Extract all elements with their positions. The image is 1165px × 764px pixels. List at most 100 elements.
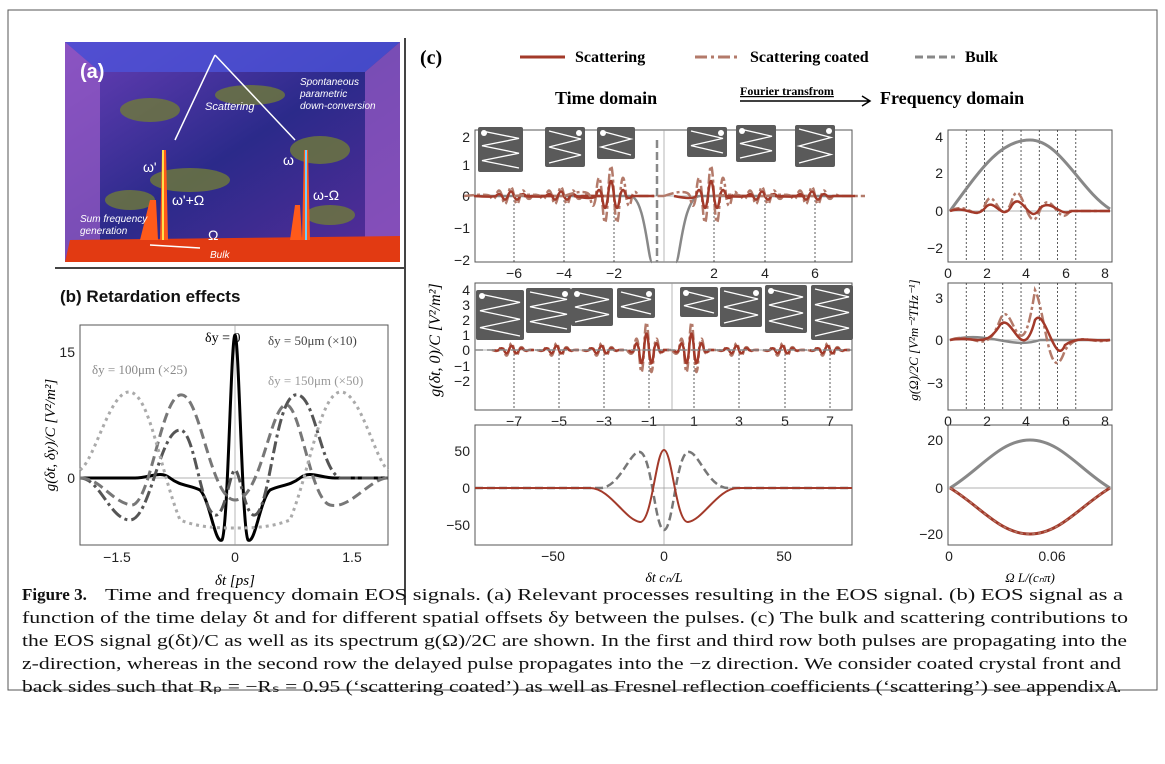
x-tick-label: −1.5 xyxy=(103,549,131,565)
caption-end: . xyxy=(1117,677,1121,696)
inset-dot xyxy=(718,130,724,136)
x-tick-label: 50 xyxy=(776,548,792,564)
y-tick-label: 2 xyxy=(462,129,470,145)
y-tick-label: 3 xyxy=(462,297,470,313)
caption-line: z-direction, whereas in the second row t… xyxy=(22,654,1122,673)
inset-dot xyxy=(844,288,850,294)
label: Scattering xyxy=(205,101,255,113)
annotation: δy = 0 xyxy=(205,331,241,346)
annotation: δy = 50μm (×10) xyxy=(268,333,357,348)
inset-dot xyxy=(600,130,606,136)
y-tick-label: −3 xyxy=(927,375,943,391)
caption-line: the EOS signal g(δt)/C as well as its sp… xyxy=(22,631,1127,650)
x-tick-label: 2 xyxy=(983,413,991,429)
curve xyxy=(950,140,1110,211)
inset-dot xyxy=(562,291,568,297)
caption-label: Figure 3. xyxy=(22,585,87,604)
x-tick-label: −1 xyxy=(641,413,657,429)
y-tick-label: 4 xyxy=(935,129,943,145)
y-tick-label: 0 xyxy=(462,480,470,496)
y-tick-label: −2 xyxy=(927,240,943,256)
x-tick-label: 4 xyxy=(1022,413,1030,429)
plot-frame xyxy=(475,425,852,545)
x-tick-label: 0 xyxy=(944,265,952,281)
label: Ω xyxy=(208,227,218,243)
x-tick-label: 0.06 xyxy=(1038,548,1065,564)
x-tick-label: 6 xyxy=(1062,413,1070,429)
panel-b: (b) Retardation effects −1.5 0 1.5 15 0 … xyxy=(43,287,388,589)
annotation: δy = 150μm (×50) xyxy=(268,373,363,388)
panel-title: (b) Retardation effects xyxy=(60,287,240,306)
y-label: g(Ω)/2C [V²m⁻²THz⁻¹] xyxy=(906,279,921,400)
y-tick-label: 50 xyxy=(454,443,470,459)
inset-dot xyxy=(479,293,485,299)
x-tick-label: 0 xyxy=(231,549,239,565)
x-tick-label: 3 xyxy=(735,413,743,429)
y-tick-label: 1 xyxy=(462,327,470,343)
y-tick-label: −20 xyxy=(919,526,943,542)
plot-frame xyxy=(948,425,1112,545)
plot-frame xyxy=(948,130,1112,262)
caption-line: Time and frequency domain EOS signals. (… xyxy=(105,585,1124,604)
y-tick-label: 0 xyxy=(462,342,470,358)
y-label: g(δt, δy)/C [V²/m²] xyxy=(43,379,59,492)
x-label: Ω L/(cₙπ) xyxy=(1005,570,1055,585)
x-tick-label: −6 xyxy=(506,265,522,281)
label: ω-Ω xyxy=(313,187,339,203)
x-tick-label: 8 xyxy=(1101,265,1109,281)
x-tick-label: 0 xyxy=(945,548,953,564)
inset-dot xyxy=(646,291,652,297)
arrow-label: Fourier transfrom xyxy=(740,84,834,98)
annotation: δy = 100μm (×25) xyxy=(92,362,187,377)
x-tick-label: 2 xyxy=(983,265,991,281)
x-tick-label: 4 xyxy=(1022,265,1030,281)
x-tick-label: −2 xyxy=(606,265,622,281)
curve xyxy=(475,450,852,522)
label: ω' xyxy=(143,159,157,175)
x-tick-label: −50 xyxy=(541,548,565,564)
curve xyxy=(950,290,1110,363)
inset-dot xyxy=(753,290,759,296)
panel-a: (a) Scattering Spontaneous parametric do… xyxy=(65,42,400,262)
caption-line: back sides such that Rₚ = −Rₛ = 0.95 (‘s… xyxy=(22,677,1106,696)
x-tick-label: 2 xyxy=(710,265,718,281)
inset-dot xyxy=(768,288,774,294)
y-tick-label: −1 xyxy=(454,358,470,374)
heading: Time domain xyxy=(555,88,657,108)
y-tick-label: 3 xyxy=(935,290,943,306)
y-tick-label: 15 xyxy=(59,344,75,360)
x-tick-label: 1 xyxy=(690,413,698,429)
y-tick-label: 0 xyxy=(935,480,943,496)
curve xyxy=(950,201,1110,214)
legend-label: Bulk xyxy=(965,49,998,66)
y-tick-label: 0 xyxy=(935,203,943,219)
inset-dot xyxy=(576,130,582,136)
heading: Frequency domain xyxy=(880,88,1024,108)
y-tick-label: 4 xyxy=(462,282,470,298)
curve xyxy=(950,193,1110,220)
panel-label: (c) xyxy=(420,47,442,69)
y-tick-label: 2 xyxy=(935,165,943,181)
y-tick-label: −2 xyxy=(454,373,470,389)
panel-label: (a) xyxy=(80,61,104,83)
y-tick-label: −2 xyxy=(454,252,470,268)
legend-label: Scattering xyxy=(575,49,645,66)
y-tick-label: 2 xyxy=(462,312,470,328)
x-tick-label: 6 xyxy=(1062,265,1070,281)
x-tick-label: −7 xyxy=(506,413,522,429)
label: Sum frequency xyxy=(80,214,148,225)
x-tick-label: 4 xyxy=(761,265,769,281)
curve xyxy=(950,440,1110,488)
plot-frame xyxy=(948,283,1112,410)
y-tick-label: −50 xyxy=(446,517,470,533)
y-tick-label: 0 xyxy=(67,470,75,486)
x-tick-label: 6 xyxy=(811,265,819,281)
x-tick-label: −3 xyxy=(596,413,612,429)
caption: Figure 3. Time and frequency domain EOS … xyxy=(22,585,1128,696)
x-tick-label: 0 xyxy=(660,548,668,564)
legend-label: Scattering coated xyxy=(750,49,869,66)
curve xyxy=(674,181,754,208)
caption-line: function of the time delay δt and for di… xyxy=(22,608,1128,627)
y-label: g(δt, 0)/C [V²/m²] xyxy=(427,283,444,396)
y-tick-label: 1 xyxy=(462,157,470,173)
